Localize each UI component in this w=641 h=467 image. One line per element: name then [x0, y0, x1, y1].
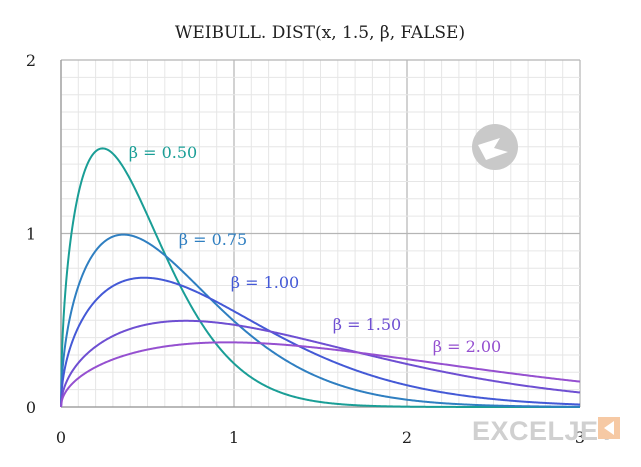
series-line-2: [60, 276, 581, 408]
grid: [60, 59, 581, 408]
series-line-4: [60, 341, 581, 408]
chart-title: WEIBULL. DIST(x, 1.5, β, FALSE): [175, 23, 465, 43]
series-line-1: [60, 233, 581, 408]
series-label-4: β = 2.00: [433, 337, 501, 356]
exceljet-logo-text: EXCELJET: [472, 416, 616, 446]
series-lines: [60, 147, 581, 408]
series-line-0: [60, 147, 580, 408]
series-label-1: β = 0.75: [179, 230, 247, 249]
series-label-2: β = 1.00: [231, 273, 299, 292]
exceljet-watermark: EXCELJET: [472, 416, 620, 446]
x-tick-label: 0: [56, 428, 66, 447]
series-label-3: β = 1.50: [333, 315, 401, 334]
y-tick-label: 0: [26, 398, 36, 417]
x-tick-label: 3: [575, 428, 585, 447]
series-labels: β = 0.50 β = 0.75 β = 1.00 β = 1.50 β = 2.00: [129, 143, 501, 356]
y-tick-label: 1: [26, 225, 36, 244]
y-tick-label: 2: [26, 51, 36, 70]
series-line-3: [60, 319, 581, 408]
x-tick-label: 1: [229, 428, 239, 447]
x-tick-label: 2: [402, 428, 412, 447]
series-label-0: β = 0.50: [129, 143, 197, 162]
axis-ticks: 0 1 2 3 0 1 2: [26, 51, 585, 447]
watermark-logo-icon: [472, 124, 518, 170]
